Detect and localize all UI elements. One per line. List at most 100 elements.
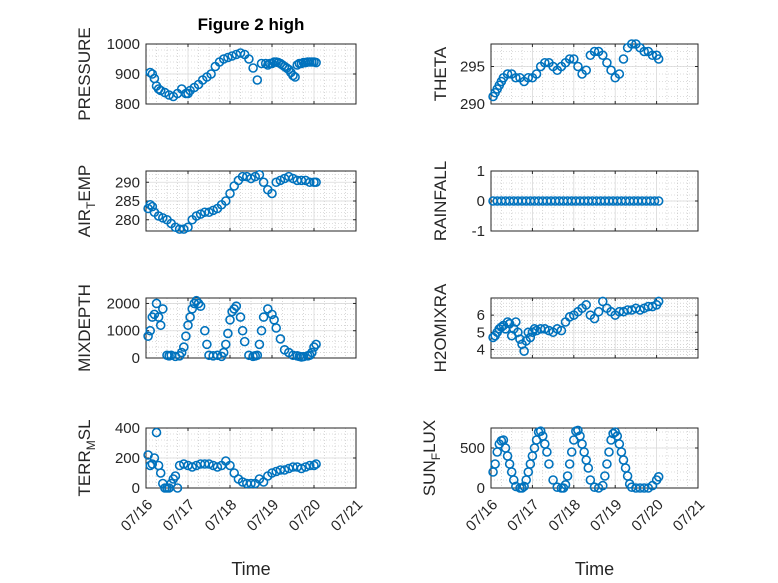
panel-terr-msl: 0 200 400 07/16 07/17 07/18 07/19 07/20 07/21 Tim…	[75, 419, 366, 579]
y-axis-label: H2OMIXRA	[431, 283, 450, 372]
y-tick-label: 295	[460, 59, 485, 76]
data-point	[653, 296, 664, 307]
data-point	[143, 331, 153, 341]
data-point	[187, 462, 197, 472]
data-point	[204, 459, 214, 469]
data-point	[649, 196, 660, 206]
data-point	[237, 325, 248, 336]
data-point	[556, 325, 567, 336]
data-point	[147, 69, 158, 79]
data-point	[564, 54, 575, 64]
data-point	[581, 65, 592, 76]
data-point	[597, 480, 608, 491]
panel-air-temp: 280 285 290 AIRTEMP	[75, 165, 357, 238]
data-point	[155, 468, 166, 478]
data-point	[202, 339, 212, 350]
data-point	[548, 475, 558, 485]
data-point	[248, 63, 258, 73]
x-tick-label: 07/16	[463, 496, 502, 535]
data-point	[566, 447, 577, 457]
data-point	[292, 60, 303, 70]
data-point	[311, 459, 321, 469]
x-tick-label: 07/21	[670, 496, 709, 535]
y-tick-label: 0	[132, 480, 140, 497]
data-point	[262, 304, 273, 314]
y-tick-label: 285	[115, 193, 140, 210]
data-point	[618, 455, 629, 465]
x-axis-label: Time	[575, 559, 614, 579]
data-point	[256, 325, 267, 336]
y-axis-label: AIRTEMP	[75, 165, 98, 238]
data-point	[589, 46, 600, 57]
data-point	[562, 471, 573, 481]
data-point	[492, 447, 503, 457]
data-point	[606, 65, 616, 76]
y-tick-label: 2000	[107, 295, 140, 312]
data-point	[564, 459, 575, 469]
data-point	[552, 482, 563, 493]
data-point	[517, 483, 527, 493]
y-axis-label: PRESSURE	[75, 27, 94, 121]
x-tick-label: 07/18	[545, 496, 584, 535]
y-tick-label: 500	[460, 440, 485, 457]
data-point	[511, 317, 521, 327]
data-point	[206, 69, 216, 79]
data-point	[235, 48, 246, 58]
y-tick-label: 290	[460, 96, 485, 113]
data-point	[583, 463, 594, 473]
data-point	[618, 54, 629, 64]
data-point	[170, 471, 181, 481]
data-point	[519, 481, 529, 492]
data-point	[525, 332, 536, 343]
x-tick-label: 07/19	[587, 496, 626, 535]
data-point	[614, 439, 625, 449]
y-tick-label: 0	[477, 193, 485, 210]
y-tick-label: 290	[115, 174, 140, 191]
y-tick-label: 1000	[107, 36, 140, 53]
data-point	[309, 342, 319, 352]
data-point	[502, 451, 513, 461]
y-tick-label: 6	[477, 307, 485, 324]
data-point	[573, 425, 583, 436]
y-tick-label: 5	[477, 324, 485, 341]
data-point	[254, 339, 265, 350]
y-axis-label: SUNFLUX	[420, 420, 443, 496]
data-point	[244, 54, 254, 64]
y-axis-label: RAINFALL	[431, 161, 450, 241]
data-point	[290, 72, 300, 82]
axes-box	[490, 43, 699, 105]
data-point	[221, 339, 231, 350]
data-point	[147, 459, 158, 469]
data-point	[540, 439, 550, 449]
data-point	[311, 177, 321, 188]
data-point	[227, 51, 237, 61]
data-point	[158, 304, 168, 314]
data-point	[212, 462, 223, 472]
data-point	[179, 459, 189, 469]
panel-mixdepth: 0 1000 2000 MIXDEPTH	[75, 284, 357, 372]
data-point	[183, 222, 193, 233]
data-point	[585, 475, 596, 485]
data-point	[195, 301, 206, 311]
panel-sun-flux: 0 500 07/16 07/17 07/18 07/19 07/20 07/21 Time SU…	[420, 420, 708, 579]
data-point	[252, 75, 263, 85]
figure-title: Figure 2 high	[198, 15, 305, 34]
data-point	[223, 52, 233, 63]
data-point	[653, 471, 664, 482]
x-axis-label: Time	[231, 559, 270, 579]
data-point	[508, 475, 519, 485]
y-tick-label: 280	[115, 212, 140, 229]
data-point	[200, 325, 210, 336]
data-point	[155, 320, 166, 331]
data-point	[311, 339, 321, 350]
data-point	[151, 298, 162, 309]
x-tick-label: 07/19	[244, 496, 283, 535]
y-tick-label: -1	[472, 223, 485, 240]
data-point	[593, 306, 604, 317]
data-point	[614, 69, 625, 79]
data-point	[490, 459, 500, 469]
data-point	[296, 463, 307, 474]
data-point	[544, 459, 554, 469]
data-point	[246, 478, 256, 489]
